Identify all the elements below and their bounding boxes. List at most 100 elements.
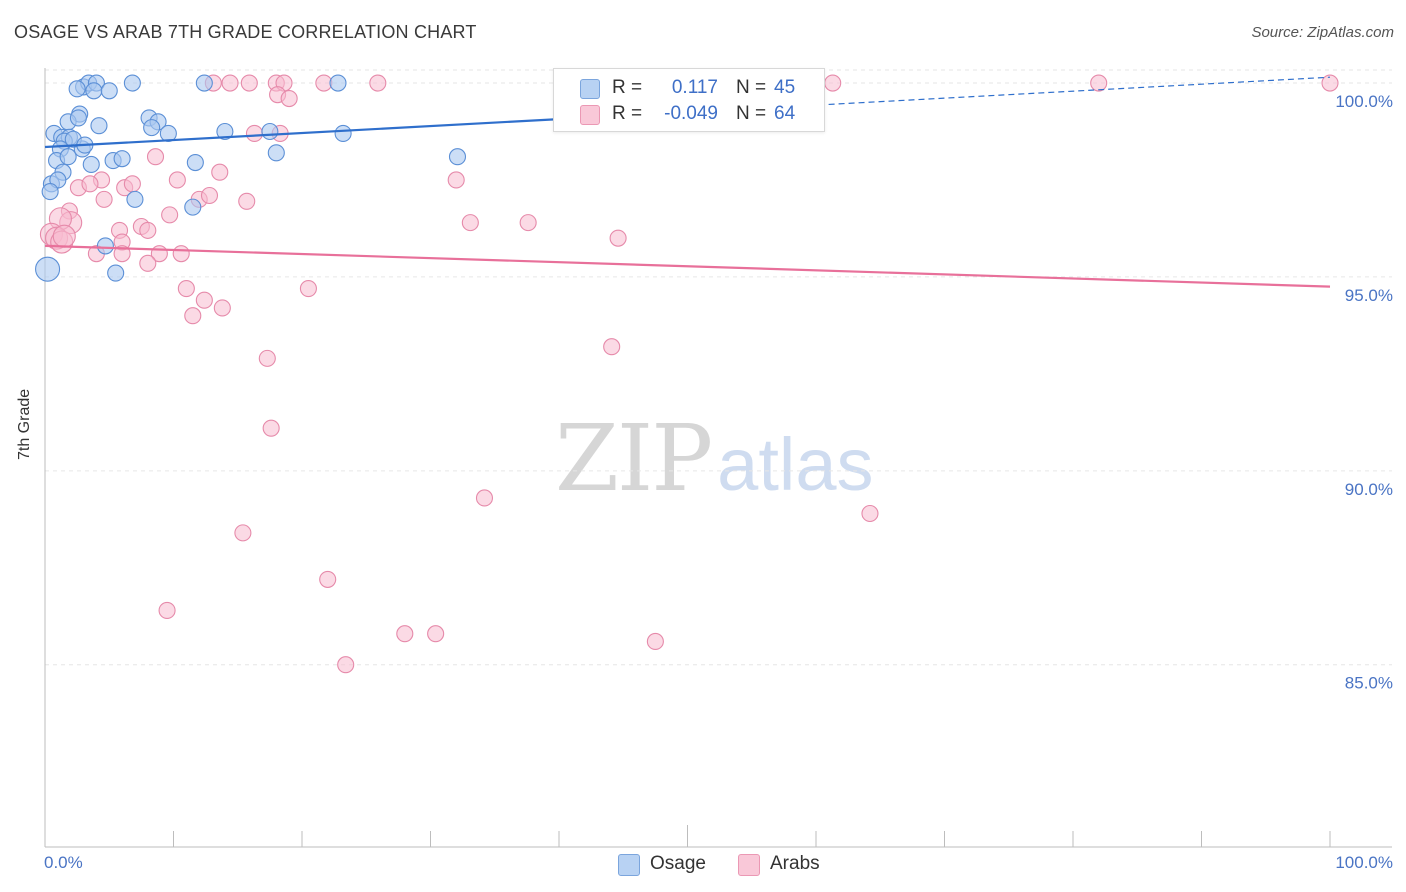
osage-point [448,148,467,166]
arabs-point [52,224,76,248]
osage-point [107,264,125,282]
arabs-point [319,570,337,588]
arabs-trend-line [44,244,1331,288]
arabs-point [146,148,165,166]
arabs-point [519,214,537,232]
osage-point [159,124,177,142]
osage-trend-line [44,117,560,149]
legend-label-arabs: Arabs [770,853,820,874]
arabs-point [213,299,231,317]
watermark-atlas: atlas [717,423,874,506]
arabs-point [427,625,445,643]
arabs-point [95,190,113,208]
osage-point [35,256,61,282]
arabs-point [240,74,258,92]
arabs-point [172,245,190,263]
arabs-point [245,124,264,142]
osage-point [123,74,141,92]
arabs-point [396,625,414,643]
legend-n-value: 45 [774,77,796,98]
osage-point [69,109,87,127]
arabs-point [158,601,176,619]
osage-point [82,155,100,174]
legend-r-value: 0.117 [671,77,718,98]
grid-lines [45,69,1392,666]
legend-r-label: R = [612,103,643,124]
osage-point [100,82,118,100]
arabs-point [113,245,131,263]
arabs-point [461,214,479,232]
arabs-swatch [580,105,600,125]
legend-r-label: R = [612,77,643,98]
osage-point [126,190,144,208]
osage-point [41,183,59,201]
arabs-point [258,349,276,367]
legend-n-label: N = [736,77,767,98]
trend-lines [44,76,1331,288]
osage-point [184,198,202,216]
arabs-point [369,74,387,92]
arabs-point [447,171,465,189]
osage-point [195,74,213,92]
x-tick-label: 100.0% [1335,853,1393,872]
arabs-point [184,307,202,325]
arabs-point [603,338,621,356]
x-tick-label: 0.0% [44,853,83,872]
osage-point [334,124,352,142]
osage-point [96,237,114,255]
osage-point [261,122,279,141]
arabs-point [139,254,157,272]
osage-point [90,117,108,135]
arabs-point [609,229,627,247]
arabs-points [39,74,1339,674]
arabs-point [221,74,239,92]
y-tick-label: 90.0% [1345,480,1393,499]
watermark-zip: ZIP [555,405,713,512]
y-tick-label: 95.0% [1345,286,1393,305]
osage-point [267,144,285,162]
osage-points [35,74,467,282]
y-tick-label: 100.0% [1335,92,1393,111]
osage-swatch [580,79,600,99]
legend-row-osage: R = 0.117 N = 45 [554,75,824,101]
arabs-point [195,291,213,309]
arabs-point [262,419,280,437]
arabs-point [123,175,141,193]
axes [44,68,1392,848]
arabs-point [168,171,186,189]
osage-point [186,153,204,172]
arabs-point [1321,74,1339,92]
osage-point [59,148,77,166]
chart-title: OSAGE VS ARAB 7TH GRADE CORRELATION CHAR… [14,22,477,42]
legend-r-value: -0.049 [664,103,718,124]
arabs-point [1090,74,1108,92]
arabs-point [234,524,252,542]
source-credit: Source: ZipAtlas.com [1251,24,1394,41]
arabs-point [299,280,317,298]
legend-n-label: N = [736,103,767,124]
arabs-point [824,74,842,92]
legend-n-value: 64 [774,103,796,124]
osage-swatch [618,854,640,876]
y-tick-label: 85.0% [1345,674,1393,693]
osage-point [113,150,131,168]
legend-label-osage: Osage [650,853,706,874]
arabs-point [337,656,355,674]
osage-point [216,122,234,141]
series-legend: Osage Arabs [0,852,1406,878]
stats-legend: R = 0.117 N = 45 R = -0.049 N = 64 [553,68,825,132]
watermark: ZIPatlas [555,405,873,512]
arabs-point [238,192,256,210]
arabs-point [177,280,195,298]
arabs-point [81,175,99,193]
osage-trend-extension [558,76,1331,120]
tick-labels: 100.0% 95.0% 90.0% 85.0% 0.0% 100.0% [44,92,1393,872]
legend-row-arabs: R = -0.049 N = 64 [554,101,824,127]
osage-point [85,82,103,100]
arabs-point [861,504,879,523]
arabs-point [475,489,494,507]
arabs-point [200,186,219,205]
arabs-point [646,632,664,651]
arabs-point [211,163,229,181]
